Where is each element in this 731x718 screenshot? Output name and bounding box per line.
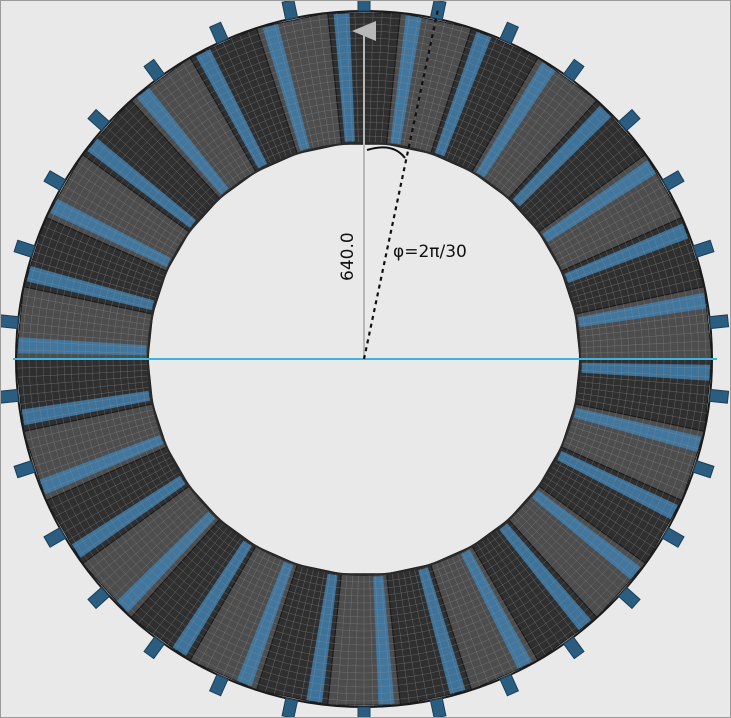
coil-band	[196, 49, 268, 169]
outer-tab	[661, 170, 685, 191]
outer-tab	[617, 586, 641, 610]
coil-band	[116, 511, 216, 613]
outer-tab	[499, 21, 520, 45]
outer-tab	[43, 527, 67, 548]
outer-tab	[87, 108, 111, 132]
coil-band	[532, 490, 641, 580]
coil-band	[262, 23, 310, 151]
outer-tab	[562, 58, 585, 82]
coil-band	[306, 573, 338, 703]
angle-label: φ=2π/30	[393, 242, 467, 262]
outer-tab	[208, 673, 229, 697]
coil-band	[71, 475, 186, 558]
outer-tab	[429, 697, 447, 717]
outer-tab	[562, 636, 585, 660]
outer-tab	[661, 527, 685, 548]
outer-tab	[87, 586, 111, 610]
outer-tab	[357, 1, 371, 12]
coil-band	[512, 105, 612, 207]
outer-tab	[708, 314, 730, 330]
outer-tab	[13, 460, 36, 479]
outer-tab	[357, 706, 371, 717]
coil-band	[39, 435, 164, 495]
outer-tab	[1, 314, 20, 330]
outer-tab	[208, 21, 229, 45]
radius-label: 640.0	[338, 232, 358, 281]
coil-band	[236, 561, 294, 687]
outer-tab	[281, 1, 299, 21]
coil-band	[542, 160, 657, 243]
outer-tab	[692, 239, 715, 258]
coil-band	[460, 549, 532, 669]
outer-tab	[281, 697, 299, 717]
coil-band	[476, 62, 556, 178]
coil-band	[564, 223, 689, 283]
outer-tab	[499, 673, 520, 697]
outer-tab	[617, 108, 641, 132]
coil-band	[434, 31, 492, 157]
angle-arc	[366, 146, 406, 159]
outer-tab	[708, 388, 730, 404]
outer-tab	[43, 170, 67, 191]
coil-band	[172, 540, 252, 656]
coil-band	[390, 15, 422, 145]
stator-ring	[15, 10, 713, 708]
outer-tab	[143, 636, 166, 660]
coil-band	[499, 523, 592, 631]
outer-tab	[1, 388, 20, 404]
coil-band	[50, 198, 171, 267]
angle-dashed-line	[362, 8, 440, 360]
coil-band	[557, 451, 678, 520]
outer-tab	[143, 58, 166, 82]
coil-band	[87, 138, 196, 228]
outer-tab	[429, 1, 447, 21]
outer-tab	[692, 460, 715, 479]
coil-band	[136, 87, 229, 195]
outer-tab	[13, 239, 36, 258]
coil-band	[418, 567, 466, 695]
